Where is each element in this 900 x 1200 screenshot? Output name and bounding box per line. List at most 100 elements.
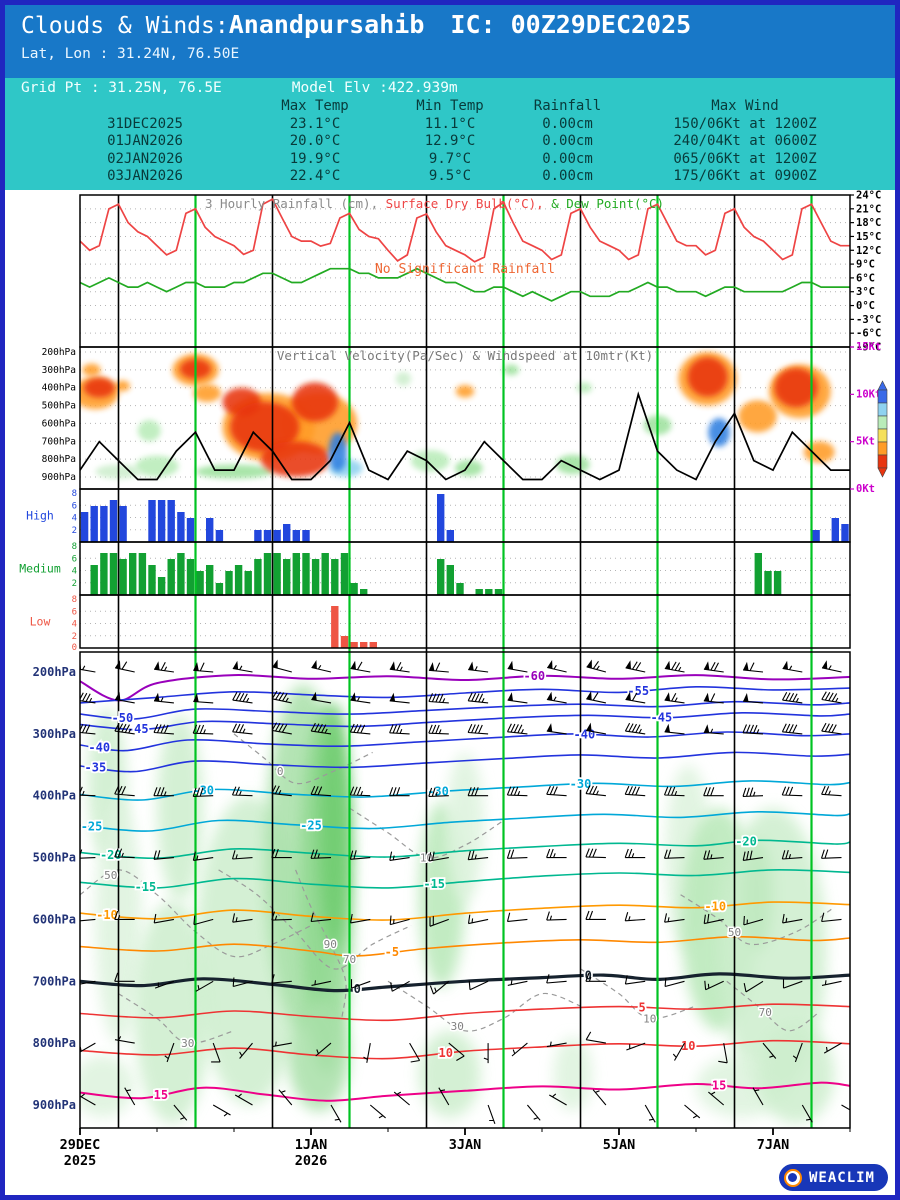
svg-text:-3°C: -3°C: [856, 314, 881, 326]
svg-text:300hPa: 300hPa: [42, 365, 76, 376]
svg-text:50: 50: [104, 869, 117, 882]
svg-text:12°C: 12°C: [856, 245, 881, 257]
logo-text: WEACLIM: [808, 1169, 875, 1186]
svg-text:5JAN: 5JAN: [603, 1137, 636, 1153]
svg-text:700hPa: 700hPa: [42, 436, 76, 447]
svg-text:29DEC: 29DEC: [60, 1137, 101, 1153]
table-col-header: Max Temp: [281, 98, 349, 114]
forecast-row: 02JAN2026 19.9°C 9.7°C 0.00cm 065/06Kt at 12…: [107, 150, 817, 167]
svg-text:600hPa: 600hPa: [33, 912, 76, 926]
svg-text:2: 2: [72, 632, 77, 642]
svg-text:-5: -5: [385, 945, 399, 959]
svg-text:30: 30: [451, 1020, 464, 1033]
svg-text:4: 4: [72, 514, 77, 524]
table-col-header: Rainfall: [533, 98, 602, 114]
svg-text:18°C: 18°C: [856, 217, 881, 229]
svg-text:0: 0: [277, 765, 284, 778]
contour-labels: -60-55-50-45-45-40-40-35-30 -30-30-25 -25-…: [79, 667, 773, 1103]
svg-text:200hPa: 200hPa: [33, 665, 76, 679]
weaclim-icon: [783, 1168, 802, 1187]
svg-text:70: 70: [343, 953, 356, 966]
svg-text:10: 10: [439, 1046, 453, 1060]
svg-text:500hPa: 500hPa: [42, 401, 76, 412]
svg-text:-10: -10: [96, 908, 118, 922]
wind-barbs: [80, 659, 850, 1124]
table-col-header: Max Wind: [711, 98, 779, 114]
svg-text:3 Hourly Rainfall (cm), Surfac: 3 Hourly Rainfall (cm), Surface Dry Bulb…: [205, 196, 664, 211]
svg-text:400hPa: 400hPa: [42, 383, 76, 394]
svg-text:15°C: 15°C: [856, 231, 881, 243]
svg-text:50: 50: [728, 926, 741, 939]
svg-text:800hPa: 800hPa: [42, 454, 76, 465]
header: Clouds & Winds:Anandpursahib IC: 00Z29DEC…: [5, 5, 895, 78]
svg-text:No Significant Rainfall: No Significant Rainfall: [375, 262, 555, 277]
svg-text:-40: -40: [574, 727, 596, 741]
vertical-velocity-field: [80, 352, 835, 479]
svg-text:900hPa: 900hPa: [33, 1098, 76, 1112]
cloud-cover-bars: [80, 494, 849, 648]
svg-text:0: 0: [72, 643, 77, 653]
svg-text:0Kt: 0Kt: [856, 483, 875, 495]
svg-text:-25: -25: [300, 819, 322, 833]
svg-text:300hPa: 300hPa: [33, 727, 76, 741]
svg-text:6°C: 6°C: [856, 272, 875, 284]
page-title: Clouds & Winds:Anandpursahib IC: 00Z29DEC…: [21, 10, 895, 39]
init-condition: IC: 00Z29DEC2025: [450, 10, 692, 39]
svg-text:200hPa: 200hPa: [42, 347, 76, 358]
forecast-table-head: Max Temp Min Temp Rainfall Max Wind: [5, 98, 895, 116]
svg-text:15: 15: [712, 1079, 726, 1093]
forecast-row: 31DEC2025 23.1°C 11.1°C 0.00cm 150/06Kt at 1…: [107, 115, 817, 132]
svg-text:High: High: [26, 509, 54, 523]
windspeed-10m-line: [80, 391, 850, 481]
svg-text:-55: -55: [627, 684, 649, 698]
svg-text:600hPa: 600hPa: [42, 418, 76, 429]
svg-text:3JAN: 3JAN: [449, 1137, 482, 1153]
forecast-row: 01JAN2026 20.0°C 12.9°C 0.00cm 240/04Kt at 0…: [107, 133, 817, 149]
svg-text:Vertical Velocity(Pa/Sec) & Wi: Vertical Velocity(Pa/Sec) & Windspeed at…: [277, 348, 653, 363]
svg-text:-20: -20: [100, 848, 122, 862]
surface-temp-curves: [80, 197, 850, 302]
svg-text:700hPa: 700hPa: [33, 974, 76, 988]
svg-text:4: 4: [72, 567, 77, 577]
grid-dotted-lines: [80, 194, 850, 637]
svg-text:-35: -35: [85, 761, 107, 775]
svg-text:2026: 2026: [295, 1153, 328, 1169]
axis-labels: 24°C21°C 18°C 15°C 12°C 9°C6°C 3°C 0°C -3°C -6°C…: [19, 190, 888, 1169]
svg-text:9°C: 9°C: [856, 259, 875, 271]
svg-text:10Kt: 10Kt: [856, 388, 881, 400]
svg-text:2025: 2025: [64, 1153, 97, 1169]
svg-text:3°C: 3°C: [856, 286, 875, 298]
svg-text:0: 0: [354, 982, 361, 996]
svg-text:90: 90: [324, 938, 337, 951]
svg-text:15Kt: 15Kt: [856, 341, 881, 353]
svg-text:-20: -20: [735, 834, 757, 848]
svg-text:10: 10: [681, 1039, 695, 1053]
svg-text:-40: -40: [88, 740, 110, 754]
svg-text:15: 15: [154, 1088, 168, 1102]
svg-text:-60: -60: [523, 669, 545, 683]
svg-text:10: 10: [420, 852, 433, 865]
svg-text:-30: -30: [570, 777, 592, 791]
gridpt-text: Grid Pt : 31.25N, 76.5E: [21, 80, 222, 96]
svg-text:-50: -50: [112, 711, 134, 725]
station-name: Anandpursahib: [228, 10, 425, 39]
forecast-row: 03JAN2026 22.4°C 9.5°C 0.00cm 175/06Kt at 09…: [107, 168, 817, 184]
svg-text:900hPa: 900hPa: [42, 472, 76, 483]
title-prefix: Clouds & Winds:: [21, 13, 229, 39]
svg-text:2: 2: [72, 579, 77, 589]
svg-text:Medium: Medium: [19, 562, 61, 576]
panel-borders: [79, 194, 851, 1129]
svg-text:1JAN: 1JAN: [295, 1137, 328, 1153]
svg-text:7JAN: 7JAN: [757, 1137, 790, 1153]
svg-text:8: 8: [72, 489, 77, 499]
svg-text:4: 4: [72, 620, 77, 630]
day-separator-lines: [117, 195, 813, 1128]
latlon-line: Lat, Lon : 31.24N, 76.50E: [21, 46, 240, 62]
svg-text:500hPa: 500hPa: [33, 851, 76, 865]
svg-text:21°C: 21°C: [856, 203, 881, 215]
svg-text:5Kt: 5Kt: [856, 436, 875, 448]
svg-text:400hPa: 400hPa: [33, 789, 76, 803]
svg-text:30: 30: [181, 1037, 194, 1050]
svg-text:6: 6: [72, 501, 77, 511]
svg-text:-25: -25: [81, 819, 103, 833]
